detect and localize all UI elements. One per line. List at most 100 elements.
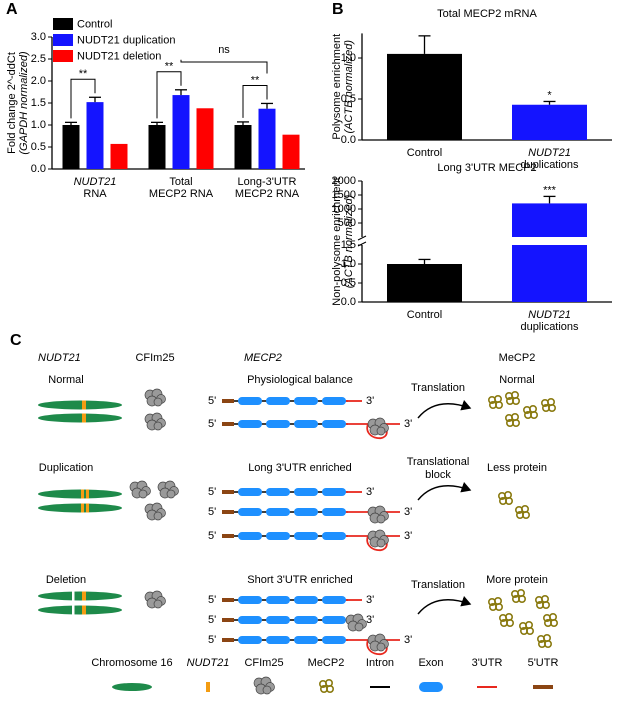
exon: [322, 508, 346, 516]
nudt21-band: [86, 489, 89, 499]
y-tick-label: 0.0: [341, 296, 356, 308]
five-utr: [222, 399, 234, 403]
legend-label: NUDT21 deletion: [77, 50, 161, 62]
exon: [266, 596, 290, 604]
legend-label: Control: [77, 18, 112, 30]
mecp2-icon: [540, 397, 556, 412]
chromatid: [38, 605, 122, 615]
cfim25-icon: [129, 480, 151, 499]
legend-swatch: [53, 50, 73, 62]
x-tick-label: Total: [169, 176, 192, 188]
cfim25-icon: [144, 412, 166, 431]
legend-exon: [419, 682, 443, 692]
legend-label: Exon: [418, 657, 443, 669]
significance-label: **: [79, 68, 88, 80]
mecp2-lobe: [505, 396, 514, 405]
exon: [266, 532, 290, 540]
exon: [238, 532, 262, 540]
y-tick-label: 0.0: [31, 163, 46, 175]
significance-bracket: [180, 59, 268, 74]
y-tick-label: 1500: [332, 189, 356, 201]
legend-swatch: [53, 34, 73, 46]
outcome-label: Normal: [499, 374, 534, 386]
panel-label: B: [332, 1, 344, 18]
cfim25-icon: [144, 502, 166, 521]
exon: [322, 532, 346, 540]
x-tick-label: MECP2 RNA: [235, 188, 300, 200]
chart-title: Total MECP2 mRNA: [437, 8, 537, 20]
mecp2-icon: [510, 588, 526, 603]
mecp2-icon: [534, 594, 550, 609]
three-prime-label: 3': [366, 395, 374, 407]
legend-swatch: [53, 18, 73, 30]
exon: [294, 397, 318, 405]
mecp2-icon: [542, 612, 558, 627]
bar: [62, 125, 80, 169]
panel-label: C: [10, 332, 22, 349]
mecp2-lobe: [319, 684, 328, 693]
legend-label: NUDT21: [187, 657, 230, 669]
nudt21-band: [82, 413, 86, 423]
x-tick-label: duplications: [520, 321, 579, 333]
condition-label: Normal: [48, 374, 83, 386]
bar: [172, 95, 190, 169]
five-prime-label: 5': [208, 614, 216, 626]
y-axis-label: Fold change 2^-ddCt: [6, 52, 18, 154]
nudt21-band: [86, 503, 89, 513]
x-tick-label: NUDT21: [528, 309, 571, 321]
x-tick-label: Control: [407, 147, 442, 159]
y-tick-label: 0.5: [341, 93, 356, 105]
x-tick-label: Long-3'UTR: [238, 176, 297, 188]
three-prime-label: 3': [404, 530, 412, 542]
three-prime-label: 3': [404, 506, 412, 518]
cfim25-lobe: [376, 426, 386, 436]
five-prime-label: 5': [208, 506, 216, 518]
exon: [266, 616, 290, 624]
five-utr: [222, 534, 234, 538]
bar-break: [511, 237, 588, 245]
exon: [266, 420, 290, 428]
y-tick-label: 500: [338, 217, 356, 229]
x-tick-label: duplications: [520, 159, 579, 171]
legend-label: Intron: [366, 657, 394, 669]
significance-label: ns: [218, 44, 230, 56]
cfim25-icon: [144, 388, 166, 407]
nudt21-band: [81, 503, 84, 513]
exon: [322, 397, 346, 405]
cfim25-icon: [253, 676, 275, 695]
five-utr: [222, 638, 234, 642]
nudt21-band: [82, 605, 86, 615]
cfim25-icon: [157, 480, 179, 499]
chromatid: [38, 503, 122, 513]
panel-label: A: [6, 1, 18, 18]
bar: [196, 108, 214, 169]
axis-break: [357, 235, 367, 241]
process-label: Translation: [411, 579, 465, 591]
chromatid: [38, 591, 122, 601]
column-header: MECP2: [244, 352, 282, 364]
chromatid: [38, 400, 122, 410]
exon: [294, 508, 318, 516]
significance-bracket: [156, 71, 182, 119]
y-axis-label: Non-polysome enrichment: [331, 177, 343, 305]
bar: [258, 108, 276, 169]
chromosome: [38, 413, 122, 423]
x-tick-label: Control: [407, 309, 442, 321]
three-prime-label: 3': [404, 634, 412, 646]
process-label: block: [425, 469, 451, 481]
y-tick-label: 1.5: [341, 239, 356, 251]
exon: [322, 616, 346, 624]
significance-bracket: [70, 78, 96, 119]
process-label: Translational: [407, 456, 470, 468]
cfim25-icon: [367, 633, 389, 652]
five-utr: [222, 422, 234, 426]
cfim25-lobe: [153, 421, 163, 431]
bar: [512, 104, 587, 140]
mecp2-lobe: [535, 600, 544, 609]
bar: [110, 143, 128, 169]
chromatid: [38, 489, 122, 499]
rna-state-label: Physiological balance: [247, 374, 353, 386]
mecp2-lobe: [541, 403, 550, 412]
bar: [148, 125, 166, 169]
mecp2-lobe: [499, 618, 508, 627]
